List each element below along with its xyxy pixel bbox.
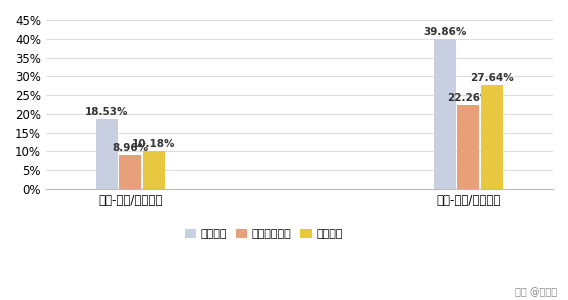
- Bar: [457, 105, 479, 189]
- Text: 头条 @优志愿: 头条 @优志愿: [515, 287, 557, 297]
- Text: 10.18%: 10.18%: [132, 139, 176, 149]
- Bar: [96, 119, 118, 189]
- Bar: [119, 155, 141, 189]
- Text: 22.26%: 22.26%: [446, 94, 490, 103]
- Text: 39.86%: 39.86%: [423, 27, 466, 38]
- Bar: [481, 85, 503, 189]
- Text: 27.64%: 27.64%: [470, 73, 514, 83]
- Legend: 四川大学, 电子科技大学, 重庆大学: 四川大学, 电子科技大学, 重庆大学: [181, 225, 347, 244]
- Bar: [143, 151, 165, 189]
- Bar: [434, 39, 456, 189]
- Text: 18.53%: 18.53%: [85, 107, 128, 118]
- Text: 8.96%: 8.96%: [112, 143, 148, 153]
